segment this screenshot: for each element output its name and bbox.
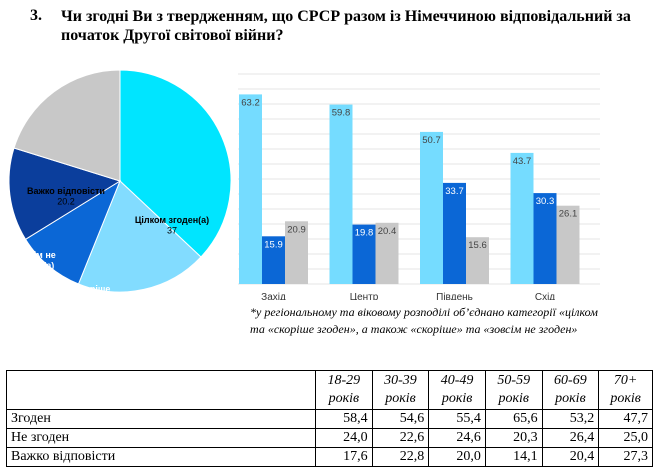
footnote-line-2: та «скоріше згоден», а також «скоріше» т…	[250, 322, 578, 336]
table-cell: 24,0	[315, 428, 373, 448]
bar	[375, 222, 399, 284]
row-label: Згоден	[6, 409, 316, 429]
bar	[556, 205, 580, 284]
bar-chart: 63.2 15.9 20.9 59.8 19.8 20.4 50.7 33.7 15.6 43.7…	[238, 73, 600, 300]
bar	[285, 221, 308, 284]
table-header-row: 18-29 років 30-39 років 40-49 років 50-59 ро…	[6, 370, 653, 410]
row-label: Не згоден	[6, 428, 316, 448]
table-corner-cell	[6, 370, 316, 410]
column-header: 50-59 років	[484, 370, 543, 410]
column-header: 30-39 років	[371, 370, 430, 410]
pie-slice	[13, 69, 121, 182]
column-header: 18-29 років	[315, 370, 373, 410]
table-cell: 55,4	[428, 409, 486, 429]
category-label: Захід	[261, 292, 286, 300]
pie-slice	[8, 147, 122, 240]
bar	[533, 193, 557, 284]
bar	[466, 237, 489, 284]
table-row: Не згоден 24,0 22,6 24,6 20,3 26,4 25,0	[6, 428, 653, 448]
question-number: 3.	[30, 7, 42, 24]
table-cell: 58,4	[315, 409, 373, 429]
pie-slice-label: Цілком згоден(а) 37	[135, 215, 209, 236]
table-cell: 25,0	[598, 428, 653, 448]
category-label: Південь	[436, 292, 473, 300]
table-cell: 24,6	[428, 428, 486, 448]
table-cell: 27,3	[598, 447, 653, 467]
row-label: Важко відповісти	[6, 447, 316, 467]
table-cell: 14,1	[484, 447, 543, 467]
table-cell: 47,7	[598, 409, 653, 429]
bar-value-label: 20.9	[287, 224, 306, 235]
age-table: 18-29 років 30-39 років 40-49 років 50-59 ро…	[6, 370, 653, 467]
bar-value-label: 30.3	[536, 196, 555, 207]
footnote-line-1: *у регіональному та віковому розподілі о…	[250, 305, 598, 319]
footnote: *у регіональному та віковому розподілі о…	[250, 304, 650, 338]
table-cell: 17,6	[315, 447, 373, 467]
question-text: Чи згодні Ви з твердженням, що СРСР разо…	[61, 8, 631, 44]
bar	[420, 131, 443, 284]
pie-slice-label: Скорішенезгоден(а)10.1	[72, 284, 113, 308]
column-header: 70+ років	[598, 370, 653, 410]
bar	[262, 236, 285, 284]
bar-value-label: 33.7	[445, 186, 464, 197]
table-cell: 22,8	[371, 447, 430, 467]
bar	[443, 182, 466, 284]
bar-value-label: 63.2	[241, 97, 260, 108]
column-header: 40-49 років	[428, 370, 486, 410]
bar-value-label: 15.9	[264, 239, 283, 250]
column-header: 60-69 років	[541, 370, 600, 410]
table-cell: 53,2	[541, 409, 600, 429]
bar-value-label: 20.4	[378, 226, 397, 237]
category-label: Центр	[350, 292, 379, 300]
bar-value-label: 19.8	[355, 228, 374, 239]
table-cell: 22,6	[371, 428, 430, 448]
bar	[510, 152, 534, 284]
pie-slice-label: Зовсім не згоден(а) 13.6	[12, 250, 56, 281]
table-cell: 54,6	[371, 409, 430, 429]
table-row: Важко відповісти 17,6 22,8 20,0 14,1 20,…	[6, 447, 653, 467]
bar-value-label: 59.8	[332, 108, 351, 119]
bar-value-label: 26.1	[559, 209, 578, 220]
table-cell: 20,4	[541, 447, 600, 467]
bar	[352, 224, 376, 284]
bar	[239, 94, 262, 285]
table-cell: 20,0	[428, 447, 486, 467]
bar	[329, 104, 353, 284]
bar-value-label: 15.6	[468, 240, 487, 251]
pie-slice	[119, 69, 232, 258]
table-cell: 20,3	[484, 428, 543, 448]
pie-slice-label: Важко відповісти 20.2	[27, 186, 105, 207]
table-row: Згоден 58,4 54,6 55,4 65,6 53,2 47,7	[6, 409, 653, 429]
table-cell: 65,6	[484, 409, 543, 429]
pie-slice	[24, 179, 122, 285]
table-cell: 26,4	[541, 428, 600, 448]
bar-value-label: 43.7	[513, 156, 532, 167]
category-label: Схід	[535, 292, 555, 300]
bar-value-label: 50.7	[422, 135, 441, 146]
